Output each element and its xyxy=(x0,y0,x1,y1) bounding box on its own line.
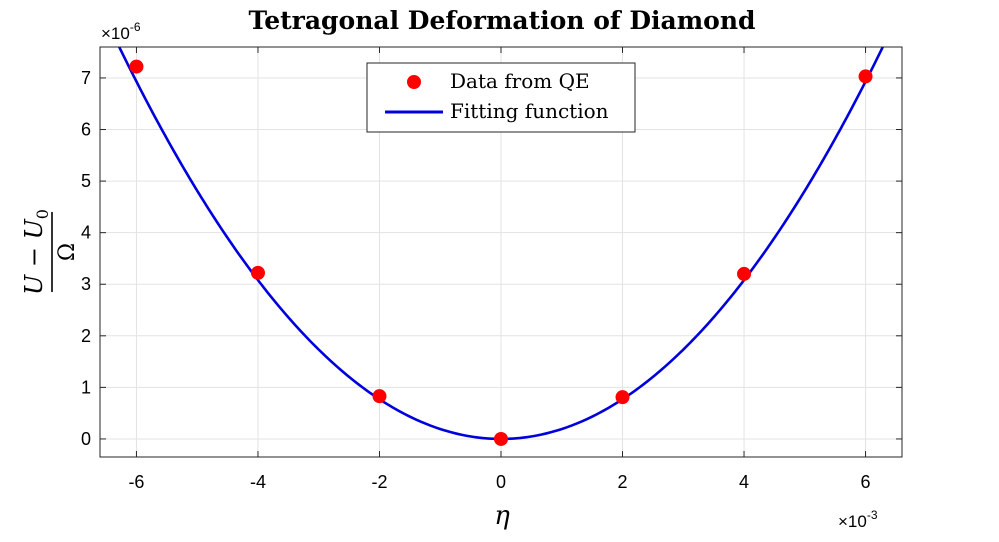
ticks xyxy=(100,47,902,457)
legend-label-line: Fitting function xyxy=(450,99,609,123)
data-point xyxy=(494,431,508,446)
x-tick-labels: -6 -4 -2 0 2 4 6 xyxy=(128,472,870,492)
y-tick-label: 7 xyxy=(81,68,91,88)
y-exponent: ×10-6 xyxy=(101,20,141,43)
legend-marker-scatter xyxy=(407,75,421,89)
x-tick-label: 0 xyxy=(496,472,506,492)
y-tick-label: 3 xyxy=(81,274,91,294)
x-tick-label: 2 xyxy=(618,472,628,492)
y-tick-label: 6 xyxy=(81,120,91,140)
y-tick-label: 0 xyxy=(81,429,91,449)
legend-box xyxy=(366,62,636,133)
x-exponent-power: -3 xyxy=(867,508,878,522)
x-exponent-base: ×10 xyxy=(838,512,867,531)
svg-text:U − U0: U − U0 xyxy=(20,209,52,295)
svg-text:×10-6: ×10-6 xyxy=(101,20,141,43)
x-exponent: ×10-3 xyxy=(838,508,878,531)
y-exponent-power: -6 xyxy=(130,20,141,34)
y-tick-label: 5 xyxy=(81,171,91,191)
y-tick-label: 4 xyxy=(81,223,91,243)
y-tick-label: 1 xyxy=(81,377,91,397)
legend: Data from QE Fitting function xyxy=(366,62,636,133)
y-label-numerator: U − U xyxy=(20,218,48,295)
x-tick-label: -4 xyxy=(250,472,266,492)
y-axis-label: U − U0 Ω xyxy=(20,209,80,295)
y-label-subscript: 0 xyxy=(33,209,52,219)
data-point xyxy=(250,265,265,280)
legend-label-scatter: Data from QE xyxy=(450,69,590,93)
data-point xyxy=(129,59,144,74)
x-tick-label: -2 xyxy=(371,472,387,492)
x-axis-label: η xyxy=(494,501,510,531)
data-point xyxy=(858,69,873,84)
y-label-denominator: Ω xyxy=(55,243,80,261)
chart-title: Tetragonal Deformation of Diamond xyxy=(248,6,755,35)
x-tick-label: 4 xyxy=(739,472,749,492)
data-point xyxy=(615,390,630,405)
y-tick-label: 2 xyxy=(81,326,91,346)
y-exponent-base: ×10 xyxy=(101,24,130,43)
x-tick-label: -6 xyxy=(128,472,144,492)
svg-text:×10-3: ×10-3 xyxy=(838,508,878,531)
x-tick-label: 6 xyxy=(861,472,871,492)
data-point xyxy=(737,266,752,281)
data-point xyxy=(372,389,387,404)
data-points xyxy=(129,59,873,446)
y-tick-labels: 0 1 2 3 4 5 6 7 xyxy=(81,68,91,449)
